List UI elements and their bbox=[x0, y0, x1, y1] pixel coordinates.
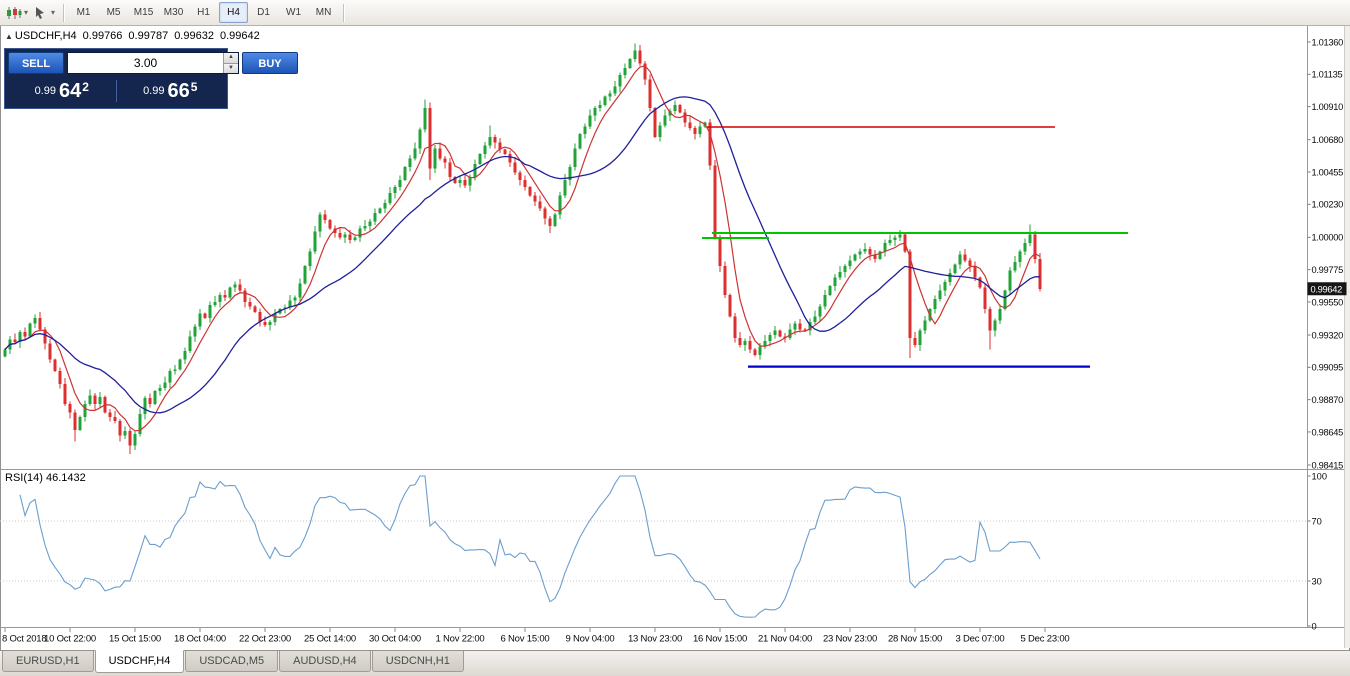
one-click-trading-panel: SELL ▲ ▼ BUY 0.99 64 2 0.99 66 5 bbox=[4, 48, 298, 109]
buy-price-big: 66 bbox=[167, 79, 190, 102]
chevron-down-icon[interactable]: ▾ bbox=[51, 8, 56, 17]
price-axis: 1.01360 1.01135 1.00910 1.00680 1.00455 1.002… bbox=[1308, 37, 1343, 470]
toolbar-separator bbox=[343, 3, 345, 22]
buy-price-display[interactable]: 0.99 66 5 bbox=[117, 80, 225, 103]
chart-tab-bar: EURUSD,H1 USDCHF,H4 USDCAD,M5 AUDUSD,H4 USDC… bbox=[0, 650, 1350, 676]
svg-text:5 Dec 23:00: 5 Dec 23:00 bbox=[1020, 634, 1069, 645]
svg-text:16 Nov 15:00: 16 Nov 15:00 bbox=[693, 634, 747, 645]
rsi-line bbox=[19, 475, 1041, 618]
svg-text:9 Nov 04:00: 9 Nov 04:00 bbox=[565, 634, 614, 645]
panel-separators bbox=[0, 26, 1345, 648]
svg-text:6 Nov 15:00: 6 Nov 15:00 bbox=[500, 634, 549, 645]
symbol-period-label: USDCHF,H4 bbox=[14, 30, 77, 42]
svg-text:0.99095: 0.99095 bbox=[1312, 363, 1344, 373]
svg-text:3 Dec 07:00: 3 Dec 07:00 bbox=[955, 634, 1004, 645]
svg-text:1.00000: 1.00000 bbox=[1312, 233, 1344, 243]
ohlc-open: 0.99766 bbox=[82, 30, 123, 42]
svg-text:1.01135: 1.01135 bbox=[1312, 70, 1343, 80]
svg-text:0.99320: 0.99320 bbox=[1312, 330, 1344, 340]
toolbar-separator bbox=[63, 3, 65, 22]
svg-text:0.99775: 0.99775 bbox=[1312, 265, 1344, 275]
svg-text:8 Oct 2018: 8 Oct 2018 bbox=[2, 634, 46, 645]
ohlc-low: 0.99632 bbox=[174, 30, 214, 42]
svg-text:1.00230: 1.00230 bbox=[1312, 200, 1344, 210]
one-click-toggle-icon[interactable]: ▲ bbox=[5, 32, 13, 41]
tab-usdchf-h4[interactable]: USDCHF,H4 bbox=[94, 650, 185, 673]
main-toolbar: ▾ ▾ M1 M5 M15 M30 H1 H4 D1 W1 MN bbox=[0, 0, 1350, 26]
buy-button[interactable]: BUY bbox=[242, 52, 298, 74]
svg-text:0: 0 bbox=[1312, 621, 1317, 631]
svg-text:1.01360: 1.01360 bbox=[1312, 37, 1344, 47]
svg-text:18 Oct 04:00: 18 Oct 04:00 bbox=[174, 634, 226, 645]
timeframe-button-group: M1 M5 M15 M30 H1 H4 D1 W1 MN bbox=[69, 2, 338, 23]
svg-text:30: 30 bbox=[1312, 576, 1322, 586]
buy-price-prefix: 0.99 bbox=[143, 85, 165, 97]
volume-spinner: ▲ ▼ bbox=[67, 52, 239, 74]
svg-text:30 Oct 04:00: 30 Oct 04:00 bbox=[369, 634, 421, 645]
svg-text:1 Nov 22:00: 1 Nov 22:00 bbox=[435, 634, 484, 645]
volume-increase-button[interactable]: ▲ bbox=[224, 53, 238, 63]
sell-price-pip: 2 bbox=[82, 80, 89, 94]
timeframe-button-h4[interactable]: H4 bbox=[219, 2, 249, 23]
svg-text:21 Nov 04:00: 21 Nov 04:00 bbox=[758, 634, 812, 645]
sell-price-prefix: 0.99 bbox=[34, 85, 56, 97]
tab-eurusd-h1[interactable]: EURUSD,H1 bbox=[2, 651, 94, 672]
svg-text:1.00680: 1.00680 bbox=[1312, 135, 1344, 145]
svg-text:23 Nov 23:00: 23 Nov 23:00 bbox=[823, 634, 877, 645]
moving-averages-layer bbox=[4, 65, 1041, 432]
svg-text:70: 70 bbox=[1312, 516, 1322, 526]
ma-slow-line bbox=[4, 96, 1040, 414]
rsi-axis: 100 70 30 0 bbox=[1308, 471, 1327, 631]
svg-text:0.98645: 0.98645 bbox=[1312, 427, 1344, 437]
chart-ohlc-label: ▲ USDCHF,H4 0.99766 0.99787 0.99632 0.99642 bbox=[5, 30, 260, 42]
svg-text:10 Oct 22:00: 10 Oct 22:00 bbox=[44, 634, 96, 645]
sell-button[interactable]: SELL bbox=[8, 52, 64, 74]
sell-price-big: 64 bbox=[58, 79, 82, 102]
svg-text:0.98870: 0.98870 bbox=[1312, 395, 1344, 405]
svg-text:28 Nov 15:00: 28 Nov 15:00 bbox=[888, 634, 942, 645]
tab-usdcad-m5[interactable]: USDCAD,M5 bbox=[185, 651, 279, 672]
svg-text:1.00910: 1.00910 bbox=[1312, 102, 1344, 112]
volume-input[interactable] bbox=[68, 53, 223, 73]
svg-text:0.99642: 0.99642 bbox=[1311, 284, 1343, 294]
timeframe-button-mn[interactable]: MN bbox=[315, 7, 332, 18]
svg-text:1.00455: 1.00455 bbox=[1312, 167, 1344, 177]
svg-text:25 Oct 14:00: 25 Oct 14:00 bbox=[304, 634, 356, 645]
svg-text:0.98415: 0.98415 bbox=[1312, 460, 1344, 470]
svg-text:22 Oct 23:00: 22 Oct 23:00 bbox=[239, 634, 291, 645]
current-price-badge: 0.99642 bbox=[1307, 282, 1347, 296]
volume-decrease-button[interactable]: ▼ bbox=[224, 62, 238, 73]
tab-usdcnh-h1[interactable]: USDCNH,H1 bbox=[371, 651, 464, 672]
tab-audusd-h4[interactable]: AUDUSD,H4 bbox=[279, 651, 371, 672]
candles-layer bbox=[3, 43, 1042, 455]
timeframe-button-d1[interactable]: D1 bbox=[257, 7, 270, 18]
svg-text:0.99550: 0.99550 bbox=[1312, 297, 1344, 307]
ma-fast-line bbox=[4, 65, 1041, 432]
chart-type-icon[interactable] bbox=[4, 3, 24, 23]
price-divider bbox=[115, 80, 117, 102]
timeframe-button-w1[interactable]: W1 bbox=[286, 7, 302, 18]
timeframe-button-h1[interactable]: H1 bbox=[197, 7, 210, 18]
buy-price-pip: 5 bbox=[190, 80, 198, 94]
svg-text:100: 100 bbox=[1312, 471, 1328, 481]
timeframe-button-m5[interactable]: M5 bbox=[106, 7, 121, 18]
timeframe-button-m15[interactable]: M15 bbox=[133, 7, 154, 18]
sell-price-display[interactable]: 0.99 64 2 bbox=[8, 80, 116, 103]
rsi-level-lines bbox=[0, 520, 1307, 582]
ohlc-close: 0.99642 bbox=[219, 30, 260, 42]
crosshair-icon[interactable] bbox=[31, 3, 51, 23]
svg-text:15 Oct 15:00: 15 Oct 15:00 bbox=[109, 634, 161, 645]
svg-text:13 Nov 23:00: 13 Nov 23:00 bbox=[628, 634, 682, 645]
timeframe-button-m1[interactable]: M1 bbox=[76, 7, 91, 18]
ohlc-high: 0.99787 bbox=[128, 30, 169, 42]
timeframe-button-m30[interactable]: M30 bbox=[163, 7, 184, 18]
chevron-down-icon[interactable]: ▾ bbox=[24, 8, 29, 17]
rsi-indicator-label: RSI(14) 46.1432 bbox=[5, 472, 86, 484]
